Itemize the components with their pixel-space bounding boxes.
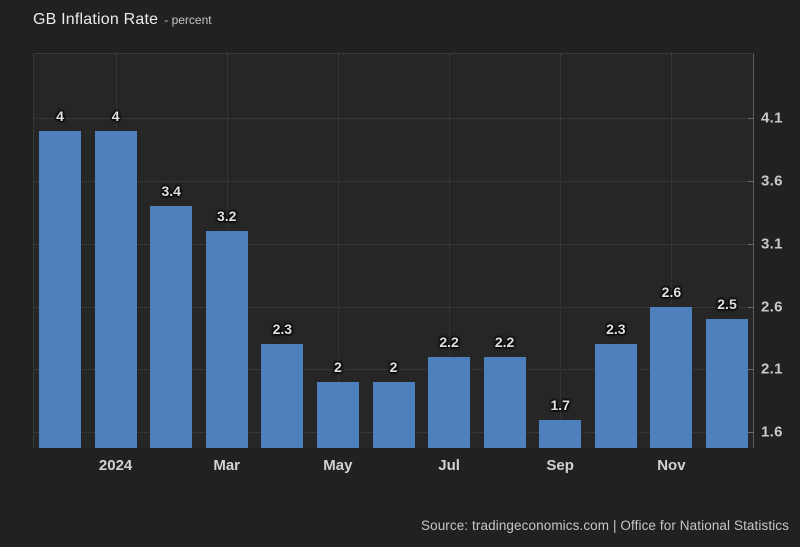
bar-value-label: 2.2 [439,333,459,350]
y-axis-label: 4.1 [761,109,783,127]
y-axis-label: 3.6 [761,172,783,190]
bar-value-label: 2 [333,358,342,375]
y-axis-tick [748,118,754,120]
bar[interactable] [39,130,81,448]
bar[interactable] [205,231,248,448]
bar[interactable] [94,130,137,448]
bar-value-label: 4 [56,107,64,124]
x-axis-label: May [323,457,353,474]
bar[interactable] [539,419,582,448]
chart-title: GB Inflation Rate [33,11,159,28]
bar[interactable] [372,381,415,448]
x-axis-label: Jul [438,457,460,474]
bar-value-label: 2.5 [717,296,737,312]
bar-value-label: 3.4 [161,183,181,199]
y-axis-label: 2.6 [761,298,783,315]
y-axis-label: 3.1 [761,235,783,253]
vertical-gridline [560,54,562,448]
bar[interactable] [428,356,471,448]
y-axis-label: 1.6 [761,423,783,441]
bar-value-label: 1.7 [550,396,570,413]
bar[interactable] [316,381,359,448]
y-axis-tick [748,369,754,371]
y-axis-tick [748,180,754,182]
source-attribution: Source: tradingeconomics.com | Office fo… [420,518,789,533]
bar-value-label: 2 [389,358,398,375]
x-axis-label: Mar [213,457,241,474]
x-axis-label: 2024 [98,457,133,474]
horizontal-gridline [34,180,753,182]
bar-value-label: 2.2 [494,333,515,350]
chart-subtitle: - percent [164,13,212,27]
horizontal-gridline [34,306,753,308]
plot-area: 4.1 3.6 3.1 2.6 2.1 1.6 4 4 3.4 3.2 2.3 2 2 2.2 2.2 1.7… [33,53,782,474]
bar-value-label: 4 [111,107,120,124]
y-axis-tick [748,432,754,433]
bar[interactable] [706,319,748,448]
chart-header: GB Inflation Rate - percent [33,11,212,29]
bar-value-label: 2.3 [606,321,626,338]
y-axis-label: 2.1 [761,360,783,378]
bar-value-label: 2.6 [661,283,682,300]
bar-value-label: 2.3 [272,321,293,338]
horizontal-gridline [34,118,753,120]
x-axis-label: Sep [546,457,574,474]
bar-value-label: 3.2 [216,208,237,225]
bar[interactable] [261,344,304,448]
bar[interactable] [650,306,693,448]
bar[interactable] [483,356,526,448]
y-axis-tick [748,306,754,308]
x-axis-label: Nov [657,457,686,474]
bar[interactable] [594,344,637,448]
bar[interactable] [150,206,193,448]
horizontal-gridline [34,243,753,245]
y-axis-tick [748,243,754,245]
